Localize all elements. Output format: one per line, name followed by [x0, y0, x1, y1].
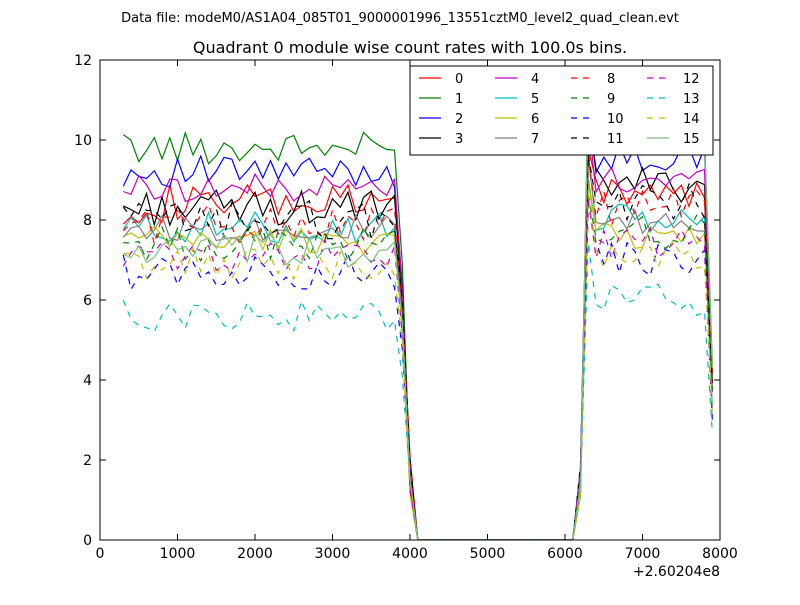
legend-label-8: 8	[607, 72, 615, 87]
legend-label-6: 6	[531, 112, 539, 127]
y-tick-label-4: 8	[83, 213, 92, 229]
x-offset-label: +2.60204e8	[633, 564, 720, 580]
series-line-7	[122, 158, 713, 540]
x-tick-label-1: 1000	[160, 546, 196, 562]
series-line-12	[122, 197, 713, 540]
x-tick-label-6: 6000	[547, 546, 583, 562]
legend-label-3: 3	[455, 132, 463, 147]
legend-label-11: 11	[607, 132, 624, 147]
x-tick-label-4: 4000	[392, 546, 428, 562]
x-tick-label-5: 5000	[470, 546, 506, 562]
y-tick-label-2: 4	[83, 373, 92, 389]
x-tick-label-0: 0	[96, 546, 105, 562]
axes: 0 1000 2000 3000 4000 5000 6000 7000 80000246810…	[74, 53, 738, 562]
legend-label-5: 5	[531, 92, 539, 107]
y-tick-label-6: 12	[74, 53, 92, 69]
legend-label-13: 13	[683, 92, 700, 107]
y-tick-label-0: 0	[83, 533, 92, 549]
legend-label-2: 2	[455, 112, 463, 127]
legend-label-15: 15	[683, 132, 700, 147]
series-line-9	[123, 194, 713, 540]
y-tick-label-1: 2	[83, 453, 92, 469]
figure-suptitle: Data file: modeM0/AS1A04_085T01_90000019…	[121, 11, 679, 26]
legend-label-4: 4	[531, 72, 539, 87]
x-tick-label-2: 2000	[237, 546, 273, 562]
legend-frame	[409, 65, 714, 156]
series-line-6	[123, 183, 713, 540]
x-tick-label-8: 8000	[702, 546, 738, 562]
series-line-2	[122, 107, 713, 540]
series-line-4	[123, 120, 713, 540]
y-tick-label-3: 6	[83, 293, 92, 309]
legend-label-7: 7	[531, 132, 539, 147]
legend-label-1: 1	[455, 92, 463, 107]
series-line-14	[123, 194, 713, 540]
legend-label-9: 9	[607, 92, 615, 107]
series-line-10	[122, 204, 713, 540]
series-line-3	[123, 115, 713, 540]
series-line-13	[122, 243, 713, 540]
x-tick-label-3: 3000	[315, 546, 351, 562]
y-tick-label-5: 10	[74, 133, 92, 149]
legend-label-14: 14	[683, 112, 700, 127]
chart-title: Quadrant 0 module wise count rates with …	[193, 38, 627, 57]
legend-label-12: 12	[683, 72, 700, 87]
legend-label-10: 10	[607, 112, 624, 127]
series-line-8	[122, 154, 713, 540]
series-line-5	[122, 178, 713, 540]
legend-label-0: 0	[455, 72, 463, 87]
series-line-0	[122, 149, 713, 540]
x-tick-label-7: 7000	[625, 546, 661, 562]
